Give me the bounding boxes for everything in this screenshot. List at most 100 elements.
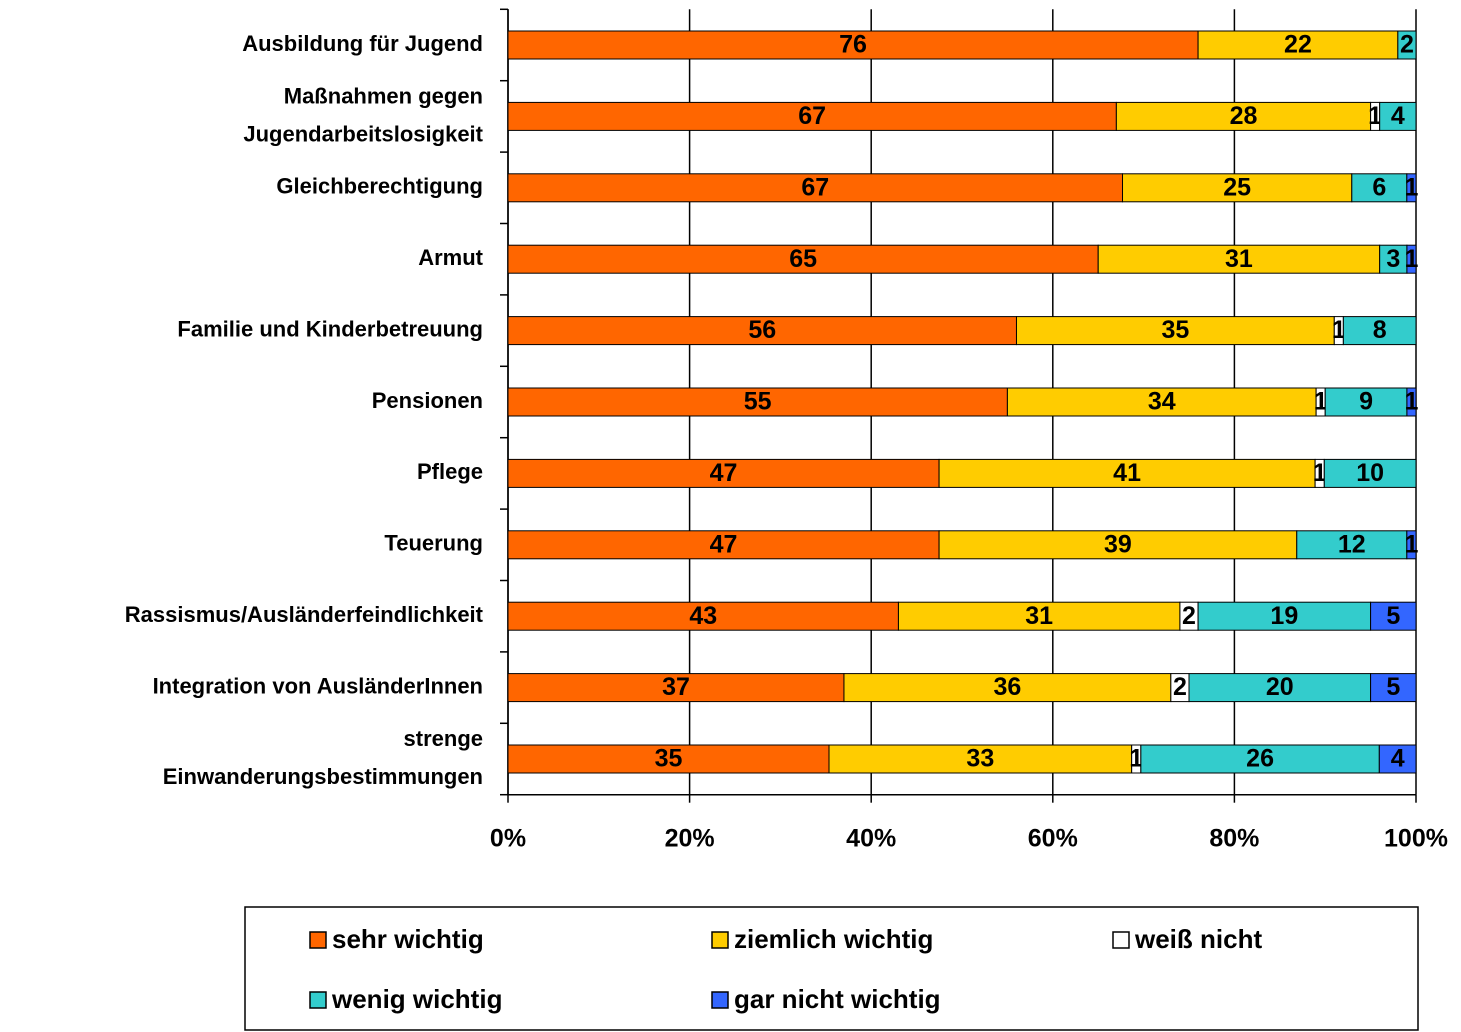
bar-segment	[1097, 244, 1381, 274]
legend-label: wenig wichtig	[331, 984, 502, 1014]
data-label: 22	[1284, 31, 1312, 59]
bar-segment	[1379, 244, 1408, 274]
y-tick-label: Gleichberechtigung	[276, 174, 483, 199]
x-tick-label: 100%	[1384, 825, 1448, 853]
bar-segment	[1370, 601, 1417, 631]
bar-segment	[828, 744, 1133, 774]
bar-segment	[1406, 530, 1417, 560]
bar-segment	[1188, 673, 1372, 703]
bar-segment	[1379, 101, 1417, 131]
data-label: 31	[1025, 602, 1053, 630]
bar-segment	[1140, 744, 1380, 774]
data-label: 12	[1338, 530, 1366, 558]
bar-segment	[938, 458, 1316, 488]
data-label: 1	[1313, 459, 1327, 487]
data-label: 39	[1104, 530, 1132, 558]
legend-box	[244, 906, 1419, 1031]
y-tick-label: Rassismus/Ausländerfeindlichkeit	[125, 602, 484, 627]
data-label: 25	[1223, 173, 1251, 201]
data-label: 20	[1266, 673, 1294, 701]
data-label: 36	[993, 673, 1021, 701]
x-tick-label: 20%	[665, 825, 715, 853]
data-label: 67	[798, 102, 826, 130]
data-label: 67	[801, 173, 829, 201]
bar-segment	[507, 387, 1008, 417]
data-label: 31	[1225, 245, 1253, 273]
data-label: 47	[710, 459, 738, 487]
bar-segment	[507, 744, 830, 774]
bar-segment	[897, 601, 1181, 631]
data-label: 19	[1270, 602, 1298, 630]
legend-label: ziemlich wichtig	[734, 924, 933, 954]
data-label: 4	[1391, 102, 1405, 130]
bar-segment	[1115, 101, 1372, 131]
y-tick-label: Armut	[418, 245, 483, 270]
bar-segment	[1323, 458, 1417, 488]
bar-segment	[507, 30, 1199, 60]
y-tick-label: Integration von AusländerInnen	[153, 673, 483, 698]
data-label: 47	[710, 530, 738, 558]
data-label: 35	[655, 745, 683, 773]
bar-segment	[1370, 673, 1417, 703]
data-label: 1	[1404, 173, 1418, 201]
data-label: 76	[839, 31, 867, 59]
data-label: 1	[1405, 388, 1419, 416]
bar-segment	[507, 173, 1124, 203]
data-label: 3	[1386, 245, 1400, 273]
data-label: 43	[689, 602, 717, 630]
data-label: 5	[1386, 673, 1400, 701]
bar-segment	[1378, 744, 1417, 774]
data-label: 2	[1173, 673, 1187, 701]
bar-segment	[1342, 316, 1417, 346]
data-label: 41	[1113, 459, 1141, 487]
x-tick-label: 40%	[846, 825, 896, 853]
data-label: 55	[744, 388, 772, 416]
y-tick-label: strenge Einwanderungsbestimmungen	[163, 726, 483, 789]
data-label: 1	[1405, 245, 1419, 273]
legend-swatch	[1112, 931, 1130, 949]
data-label: 9	[1359, 388, 1373, 416]
data-label: 1	[1129, 745, 1143, 773]
bar-segment	[1197, 30, 1399, 60]
data-label: 65	[789, 245, 817, 273]
bar-segment	[1197, 601, 1372, 631]
bar-segment	[1296, 530, 1408, 560]
bar-segment	[507, 673, 845, 703]
legend-swatch	[309, 991, 327, 1009]
data-label: 5	[1386, 602, 1400, 630]
data-label: 1	[1314, 388, 1328, 416]
x-tick-label: 60%	[1028, 825, 1078, 853]
y-tick-label: Familie und Kinderbetreuung	[177, 316, 483, 341]
bar-segment	[507, 244, 1099, 274]
y-tick-label: Ausbildung für Jugend	[242, 31, 483, 56]
data-label: 1	[1332, 316, 1346, 344]
x-tick-label: 0%	[490, 825, 526, 853]
x-tick-label: 80%	[1209, 825, 1259, 853]
data-label: 28	[1230, 102, 1258, 130]
data-label: 1	[1404, 530, 1418, 558]
y-tick-label: Pflege	[417, 459, 483, 484]
bar-segment	[843, 673, 1172, 703]
y-tick-label: Teuerung	[384, 531, 483, 556]
bar-segment	[1406, 387, 1417, 417]
data-label: 1	[1368, 102, 1382, 130]
legend-swatch	[309, 931, 327, 949]
data-label: 6	[1372, 173, 1386, 201]
data-label: 34	[1148, 388, 1176, 416]
data-label: 10	[1356, 459, 1384, 487]
legend-swatch	[711, 991, 729, 1009]
y-tick-label: Maßnahmen gegen Jugendarbeitslosigkeit	[243, 83, 483, 146]
bar-segment	[1351, 173, 1408, 203]
y-tick-label: Pensionen	[372, 388, 483, 413]
data-label: 56	[748, 316, 776, 344]
bar-segment	[507, 101, 1117, 131]
bar-segment	[507, 316, 1017, 346]
bar-segment	[507, 530, 940, 560]
data-label: 8	[1373, 316, 1387, 344]
data-label: 2	[1182, 602, 1196, 630]
bar-segment	[1122, 173, 1353, 203]
data-label: 4	[1391, 745, 1405, 773]
data-label: 35	[1161, 316, 1189, 344]
legend-label: gar nicht wichtig	[734, 984, 941, 1014]
